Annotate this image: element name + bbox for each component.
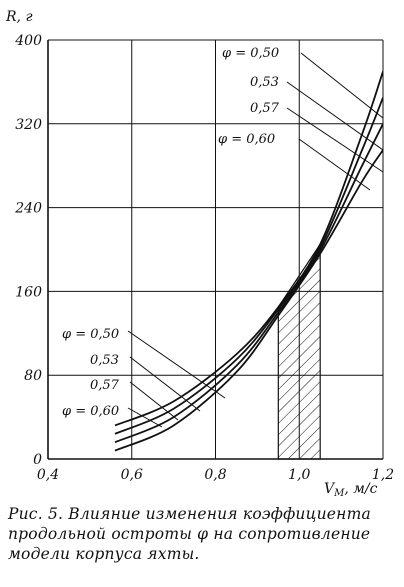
leader-line: [127, 407, 163, 428]
annotations: φ = 0,50 0,53 0,57 φ = 0,60 φ = 0,50 0,53 0,57…: [62, 46, 280, 419]
series-line: [114, 71, 383, 427]
annotation-lower: φ = 0,60: [62, 404, 119, 419]
y-tick-label: 0: [33, 452, 42, 468]
annotation-upper: 0,57: [250, 101, 280, 116]
hatched-area: [277, 242, 321, 460]
y-tick-label: 240: [14, 201, 42, 217]
annotation-lower: 0,57: [90, 378, 120, 393]
leader-line: [286, 81, 384, 151]
leader-line: [300, 52, 384, 119]
grid: [47, 39, 384, 460]
x-tick-label: 0,4: [37, 467, 59, 483]
annotation-upper: φ = 0,60: [218, 132, 275, 147]
annotation-upper: 0,53: [250, 75, 279, 90]
y-tick-label: 160: [15, 284, 42, 300]
y-tick-label: 400: [14, 33, 42, 49]
leader-line: [127, 330, 226, 399]
figure-caption: Рис. 5. Влияние изменения коэффициента п…: [8, 505, 371, 563]
leader-line: [129, 381, 179, 421]
annotation-upper: φ = 0,50: [222, 46, 279, 61]
x-tick-label: 1,0: [288, 467, 310, 483]
x-tick-label: 0,8: [204, 467, 226, 483]
annotation-leaders: [127, 52, 384, 428]
leader-line: [129, 356, 201, 412]
series-line: [114, 123, 383, 444]
series-line: [114, 149, 383, 452]
curves: [114, 71, 383, 452]
x-tick-label: 0,6: [121, 467, 143, 483]
y-tick-label: 320: [15, 117, 42, 133]
annotation-lower: 0,53: [90, 353, 119, 368]
x-axis-label: VM, м/с: [324, 481, 378, 499]
x-tick-label: 1,2: [372, 467, 394, 483]
series-line: [114, 97, 383, 435]
leader-line: [286, 107, 384, 173]
shaded-region: [277, 242, 321, 460]
leader-line: [298, 138, 371, 191]
annotation-lower: φ = 0,50: [62, 327, 119, 342]
y-tick-label: 80: [24, 368, 42, 384]
y-axis-label: R, г: [5, 9, 33, 25]
tick-labels: 0,4 0,6 0,8 1,0 1,2 0 80 160 240 320 400: [14, 33, 394, 483]
